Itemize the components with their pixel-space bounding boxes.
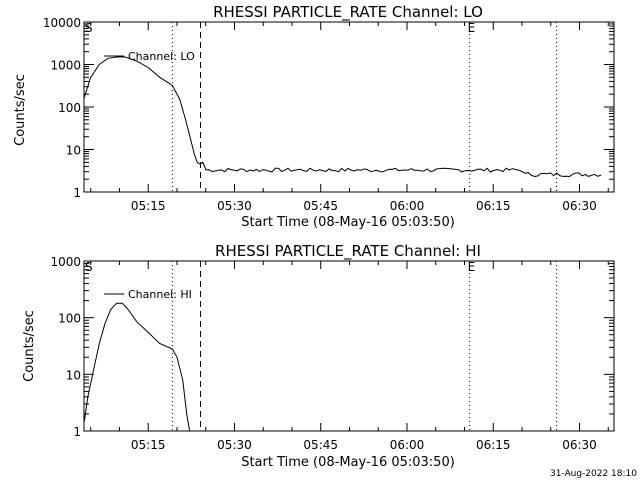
y-tick-label: 10000 <box>43 16 81 30</box>
y-tick-label: 1 <box>73 425 81 439</box>
x-tick-label: 05:45 <box>303 438 338 452</box>
y-tick-label: 100 <box>58 101 81 115</box>
x-axis-label-lo: Start Time (08-May-16 05:03:50) <box>241 215 455 230</box>
marker-label-s: S <box>85 260 93 274</box>
x-tick-label: 05:15 <box>131 438 166 452</box>
y-tick-label: 100 <box>58 312 81 326</box>
x-tick-label: 06:00 <box>390 438 425 452</box>
y-tick-label: 1000 <box>50 255 81 269</box>
panel-hi: RHESSI PARTICLE_RATE Channel: HI Counts/… <box>22 242 615 470</box>
x-tick-label: 06:15 <box>476 199 511 213</box>
marker-label-e: E <box>468 260 476 274</box>
x-axis-label-hi: Start Time (08-May-16 05:03:50) <box>241 455 455 470</box>
plot-frame-lo <box>83 21 615 193</box>
y-axis-label-hi: Counts/sec <box>22 310 37 382</box>
x-tick-label: 06:15 <box>476 438 511 452</box>
legend-label: Channel: LO <box>128 50 195 63</box>
panel-lo: RHESSI PARTICLE_RATE Channel: LO Counts/… <box>13 3 615 230</box>
y-tick-label: 10 <box>66 368 81 382</box>
x-tick-label: 06:00 <box>390 199 425 213</box>
y-tick-label: 1000 <box>50 59 81 73</box>
x-tick-label: 05:45 <box>303 199 338 213</box>
marker-label-s: S <box>85 21 93 35</box>
y-tick-label: 1 <box>73 186 81 200</box>
series-line-lo <box>83 56 602 178</box>
footer-timestamp: 31-Aug-2022 18:10 <box>550 469 637 479</box>
x-tick-label: 05:30 <box>217 199 252 213</box>
y-tick-label: 10 <box>66 144 81 158</box>
series-line-hi <box>83 302 191 432</box>
chart-title-hi: RHESSI PARTICLE_RATE Channel: HI <box>215 242 481 261</box>
x-tick-label: 05:30 <box>217 438 252 452</box>
x-tick-label: 06:30 <box>562 199 597 213</box>
x-tick-label: 05:15 <box>131 199 166 213</box>
legend-label: Channel: HI <box>128 288 192 301</box>
y-axis-label-lo: Counts/sec <box>13 74 28 146</box>
marker-label-e: E <box>468 21 476 35</box>
chart-title-lo: RHESSI PARTICLE_RATE Channel: LO <box>213 3 483 22</box>
plot-frame-hi <box>83 260 615 432</box>
x-tick-label: 06:30 <box>562 438 597 452</box>
